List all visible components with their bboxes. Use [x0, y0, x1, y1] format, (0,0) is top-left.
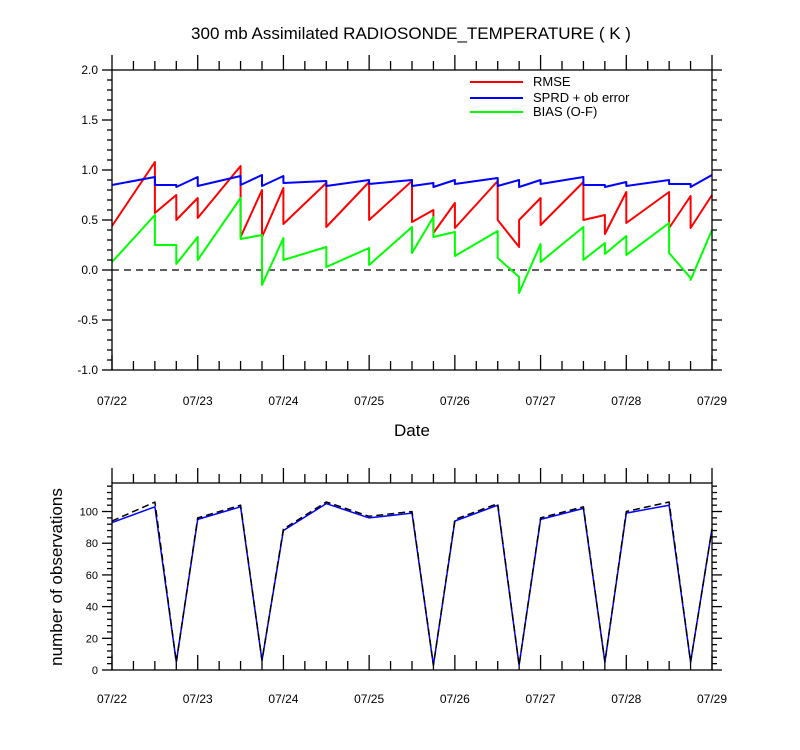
x-tick-label: 07/29 [697, 394, 727, 408]
x-tick-label: 07/26 [440, 692, 470, 706]
x-tick-label: 07/23 [183, 394, 213, 408]
y-tick-label: 20 [86, 633, 98, 645]
x-tick-label: 07/26 [440, 394, 470, 408]
top-x-axis-title: Date [394, 421, 430, 440]
top-chart-series [111, 161, 713, 294]
x-tick-label: 07/22 [97, 692, 127, 706]
x-tick-label: 07/27 [526, 394, 556, 408]
bottom-plot-frame [111, 482, 713, 671]
series-line-observations-possible [111, 501, 713, 666]
y-tick-label: 1.0 [81, 163, 98, 177]
x-tick-label: 07/28 [611, 692, 641, 706]
x-tick-label: 07/25 [354, 692, 384, 706]
bottom-y-axis-title: number of observations [47, 488, 66, 666]
top-chart-gridlines [102, 55, 722, 371]
legend-label-sprd: SPRD + ob error [533, 90, 630, 105]
x-tick-label: 07/24 [268, 692, 298, 706]
bottom-chart-ticks [102, 468, 722, 671]
top-chart-title: 300 mb Assimilated RADIOSONDE_TEMPERATUR… [191, 24, 631, 43]
y-tick-label: 1.5 [81, 113, 98, 127]
y-tick-label: -1.0 [77, 363, 98, 377]
y-tick-label: 100 [80, 507, 98, 519]
y-tick-label: -0.5 [77, 313, 98, 327]
top-x-tick-labels: 07/22 07/23 07/24 07/25 07/26 07/27 07/28 07/29 [97, 394, 727, 408]
y-tick-label: 60 [86, 570, 98, 582]
series-line-observations-used [111, 502, 713, 666]
legend-label-rmse: RMSE [533, 74, 571, 89]
x-tick-label: 07/24 [268, 394, 298, 408]
bottom-x-tick-labels: 07/22 07/23 07/24 07/25 07/26 07/27 07/28 07/29 [97, 692, 727, 706]
y-tick-label: 0.0 [81, 263, 98, 277]
bottom-y-tick-labels: 0 20 40 60 80 100 [80, 507, 98, 677]
y-tick-label: 80 [86, 538, 98, 550]
series-line-sprd-ob-error [111, 174, 713, 188]
y-tick-label: 2.0 [81, 63, 98, 77]
x-tick-label: 07/29 [697, 692, 727, 706]
x-tick-label: 07/27 [526, 692, 556, 706]
x-tick-label: 07/22 [97, 394, 127, 408]
legend-label-bias: BIAS (O-F) [533, 104, 597, 119]
y-tick-label: 0.5 [81, 213, 98, 227]
top-plot-frame [111, 69, 713, 371]
legend: RMSE SPRD + ob error BIAS (O-F) [470, 74, 630, 119]
y-tick-label: 0 [92, 665, 98, 677]
bottom-chart-series [111, 501, 713, 666]
x-tick-label: 07/23 [183, 692, 213, 706]
x-tick-label: 07/25 [354, 394, 384, 408]
top-y-tick-labels: -1.0 -0.5 0.0 0.5 1.0 1.5 2.0 [77, 63, 98, 377]
x-tick-label: 07/28 [611, 394, 641, 408]
series-line-bias-o-f [111, 197, 713, 294]
y-tick-label: 40 [86, 602, 98, 614]
